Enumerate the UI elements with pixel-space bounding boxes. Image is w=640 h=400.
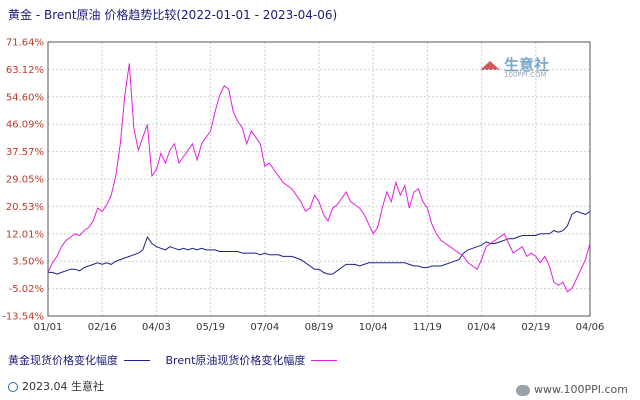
y-tick-label: 12.01% xyxy=(6,229,44,240)
x-tick-label: 01/04 xyxy=(467,322,496,333)
x-tick-label: 07/04 xyxy=(250,322,279,333)
y-tick-label: 54.60% xyxy=(6,92,44,103)
x-tick-label: 10/04 xyxy=(359,322,388,333)
y-tick-label: 20.53% xyxy=(6,202,44,213)
legend-swatch-gold xyxy=(124,359,150,361)
x-tick-label: 04/06 xyxy=(576,322,605,333)
y-tick-label: 37.57% xyxy=(6,147,44,158)
wechat-icon xyxy=(516,384,531,396)
series-line-brent xyxy=(47,63,591,293)
y-tick-label: -5.02% xyxy=(9,284,44,295)
copyright-icon xyxy=(8,382,18,392)
x-tick-label: 08/19 xyxy=(305,322,334,333)
x-tick-label: 01/01 xyxy=(34,322,63,333)
series-line-gold xyxy=(48,210,591,275)
chart-footer: 2023.04 生意社 xyxy=(8,378,104,394)
y-tick-label: 63.12% xyxy=(6,65,44,76)
chart-series xyxy=(47,63,591,293)
legend-item-gold: 黄金现货价格变化幅度 xyxy=(8,354,118,367)
house-icon xyxy=(480,61,500,70)
watermark: www.100PPI.com xyxy=(516,383,628,396)
legend-swatch-brent xyxy=(311,359,338,361)
y-tick-label: -13.54% xyxy=(2,312,44,323)
x-tick-label: 04/03 xyxy=(142,322,171,333)
y-tick-label: 3.50% xyxy=(12,257,44,268)
legend-item-brent: Brent原油现货价格变化幅度 xyxy=(165,354,306,367)
y-tick-label: 71.64% xyxy=(6,38,44,49)
plot-area-border xyxy=(47,41,591,317)
y-tick-label: 29.05% xyxy=(6,175,44,186)
y-tick-label: 46.09% xyxy=(6,120,44,131)
chart-grid xyxy=(47,41,591,317)
x-tick-label: 05/19 xyxy=(196,322,225,333)
x-tick-label: 02/19 xyxy=(521,322,550,333)
x-tick-label: 11/19 xyxy=(413,322,442,333)
y-axis-ticks: 71.64% 63.12% 54.60% 46.09% 37.57% 29.05% 20.5… xyxy=(2,38,44,323)
x-axis-ticks: 01/01 02/16 04/03 05/19 07/04 08/19 10/04 11/19… xyxy=(34,322,605,333)
x-tick-label: 02/16 xyxy=(88,322,117,333)
chart-title: 黄金 - Brent原油 价格趋势比较(2022-01-01 - 2023-04… xyxy=(8,8,338,22)
chart-legend: 黄金现货价格变化幅度 Brent原油现货价格变化幅度 xyxy=(8,352,349,368)
